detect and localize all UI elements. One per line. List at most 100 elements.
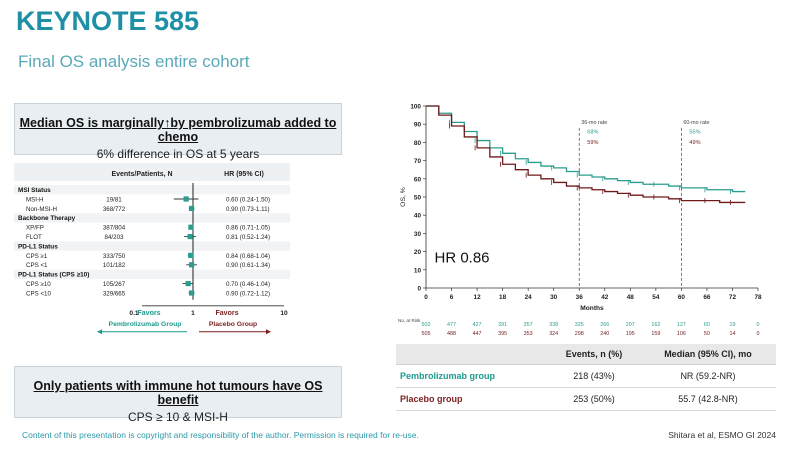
forest-section-bg (14, 269, 290, 279)
km-x-tick-label: 12 (474, 294, 482, 301)
km-x-tick-label: 66 (703, 294, 711, 301)
km-at-risk-value: 338 (549, 322, 558, 328)
km-y-tick-label: 10 (414, 267, 422, 274)
forest-arrowhead-left (97, 329, 102, 335)
bottom-callout-headline: Only patients with immune hot tumours ha… (33, 379, 323, 407)
km-x-tick-label: 42 (601, 294, 609, 301)
km-chart-svg: 0 10 20 30 40 50 60 70 80 90 100 0 6 12 18 24 30 36 42 48 54… (398, 104, 762, 338)
km-y-tick-label: 90 (414, 122, 422, 129)
km-at-risk-label: No. at Risk (398, 318, 421, 323)
forest-section-bg (14, 213, 290, 223)
forest-row-hr: 0.70 (0.46-1.04) (226, 281, 270, 288)
km-y-label: OS, % (400, 187, 407, 207)
km-at-risk-value: 106 (677, 331, 686, 337)
km-at-risk-value: 391 (498, 322, 507, 328)
forest-point (188, 290, 195, 296)
km-at-risk-value: 447 (473, 331, 482, 337)
citation: Shitara et al, ESMO GI 2024 (668, 430, 776, 440)
forest-row-hr: 0.86 (0.71-1.05) (226, 225, 270, 232)
km-rate-value: 49% (689, 140, 700, 146)
km-at-risk-value: 0 (757, 331, 760, 337)
events-table-header: Events, n (%) Median (95% CI), mo (396, 344, 776, 365)
forest-row-events: 333/750 (103, 253, 126, 260)
forest-row-label: CPS ≥1 (26, 253, 48, 260)
events-table-header-events: Events, n (%) (548, 344, 640, 365)
km-x-tick-label: 24 (525, 294, 533, 301)
km-series-line (426, 105, 746, 204)
forest-row-label: Non-MSI-H (26, 206, 57, 213)
slide-title: KEYNOTE 585 (16, 6, 200, 36)
events-table: Events, n (%) Median (95% CI), mo Pembro… (396, 344, 776, 411)
forest-section-label: PD-L1 Status (18, 243, 58, 250)
forest-row-label: MSI-H (26, 196, 44, 203)
top-callout-box: Median OS is marginally↑by pembrolizumab… (14, 103, 342, 161)
km-chart: 0 10 20 30 40 50 60 70 80 90 100 0 6 12 18 24 30 36 42 48 54… (396, 98, 776, 341)
forest-row-hr: 0.90 (0.61-1.34) (226, 262, 270, 269)
forest-point (188, 224, 194, 230)
forest-section-bg (14, 241, 290, 251)
forest-row-events: 105/267 (103, 281, 126, 288)
km-x-tick-label: 72 (729, 294, 737, 301)
forest-axis-tick: 1 (191, 310, 195, 317)
forest-point (183, 196, 189, 202)
forest-point (188, 262, 195, 268)
forest-favors-left: Favors (138, 310, 161, 317)
km-x-tick-label: 0 (424, 294, 428, 301)
forest-section-label: Backbone Therapy (18, 215, 76, 222)
km-x-tick-label: 48 (627, 294, 635, 301)
km-at-risk-value: 488 (447, 331, 456, 337)
km-x-tick-label: 30 (550, 294, 558, 301)
km-y-tick-label: 40 (414, 213, 422, 220)
km-at-risk-value: 162 (651, 322, 660, 328)
forest-group-right: Placebo Group (209, 321, 257, 328)
km-rate-value: 55% (689, 129, 700, 135)
forest-row-events: 19/81 (106, 196, 122, 203)
km-rate-title: 60-mo rate (683, 120, 709, 126)
forest-row-hr: 0.81 (0.52-1.24) (226, 234, 270, 241)
km-at-risk-value: 50 (704, 331, 710, 337)
forest-row-hr: 0.90 (0.72-1.12) (226, 290, 270, 297)
group-name: Pembrolizumab group (396, 364, 548, 388)
km-rate-value: 68% (587, 129, 598, 135)
km-at-risk-value: 266 (600, 322, 609, 328)
table-row: Placebo group 253 (50%) 55.7 (42.8-NR) (396, 387, 776, 411)
forest-axis-tick: 0.1 (129, 310, 138, 317)
km-at-risk-value: 353 (524, 331, 533, 337)
table-row: Pembrolizumab group 218 (43%) NR (59.2-N… (396, 364, 776, 388)
km-at-risk-value: 502 (422, 322, 431, 328)
forest-row-label: CPS ≥10 (26, 281, 51, 288)
km-at-risk-value: 298 (575, 331, 584, 337)
forest-row-label: CPS <1 (26, 262, 48, 269)
group-events: 218 (43%) (548, 364, 640, 388)
forest-row-hr: 0.60 (0.24-1.50) (226, 196, 270, 203)
km-at-risk-value: 127 (677, 322, 686, 328)
group-name: Placebo group (396, 387, 548, 411)
km-y-tick-label: 30 (414, 231, 422, 238)
forest-section-label: MSI Status (18, 187, 51, 194)
forest-plot: Events/Patients, N HR (95% CI) MSI Status M… (14, 163, 290, 348)
forest-section-bg (14, 185, 290, 195)
km-at-risk-value: 477 (447, 322, 456, 328)
km-x-tick-label: 60 (678, 294, 686, 301)
group-events: 253 (50%) (548, 387, 640, 411)
km-x-tick-label: 54 (652, 294, 660, 301)
km-y-tick-label: 60 (414, 176, 422, 183)
km-rate-title: 36-mo rate (581, 120, 607, 126)
km-x-tick-label: 36 (576, 294, 584, 301)
km-hr-label: HR 0.86 (435, 250, 490, 267)
forest-row-hr: 0.84 (0.68-1.04) (226, 253, 270, 260)
forest-row-label: CPS <10 (26, 290, 51, 297)
forest-row-events: 101/182 (103, 262, 126, 269)
km-series-line (426, 105, 746, 193)
km-x-tick-label: 6 (450, 294, 454, 301)
km-at-risk-value: 14 (729, 331, 735, 337)
forest-group-left: Pembrolizumab Group (109, 321, 182, 328)
km-at-risk-value: 0 (757, 322, 760, 328)
forest-row-hr: 0.90 (0.73-1.11) (226, 206, 270, 213)
km-at-risk-value: 60 (704, 322, 710, 328)
forest-row-label: FLOT (26, 234, 42, 241)
forest-header-bg (14, 163, 290, 181)
forest-axis-tick: 10 (280, 310, 288, 317)
slide-subtitle: Final OS analysis entire cohort (18, 52, 250, 71)
forest-row-events: 84/203 (105, 234, 124, 241)
